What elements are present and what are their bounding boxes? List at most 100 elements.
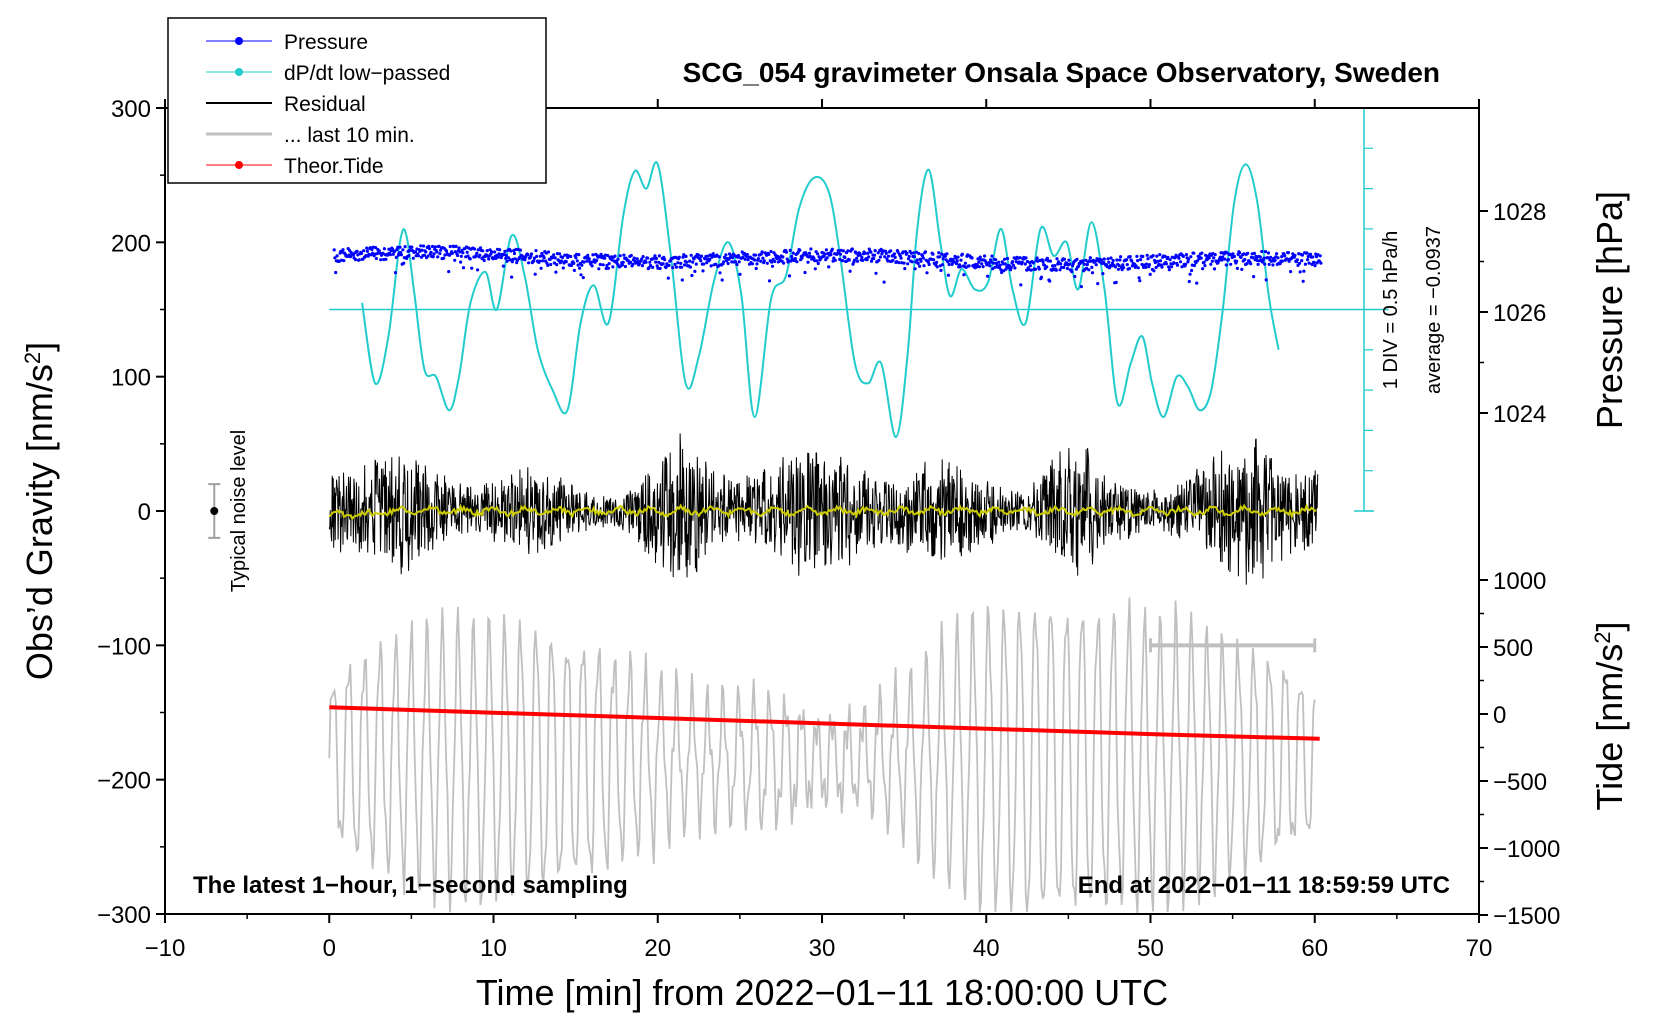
pressure-dot xyxy=(527,261,531,265)
pressure-dot xyxy=(1221,255,1225,259)
pressure-dot xyxy=(436,255,440,259)
pressure-dot xyxy=(1267,262,1271,266)
pressure-dot xyxy=(611,265,615,269)
pressure-dot xyxy=(601,263,605,267)
pressure-dot xyxy=(546,263,550,267)
pressure-dot xyxy=(1082,262,1086,266)
pressure-dot xyxy=(651,265,655,269)
pressure-dot xyxy=(402,261,406,265)
pressure-dot xyxy=(461,266,466,270)
pressure-dot xyxy=(1212,267,1217,271)
pressure-dot xyxy=(1135,254,1139,258)
pressure-dot xyxy=(413,250,418,254)
pressure-dot xyxy=(1266,251,1270,255)
pressure-dot xyxy=(897,261,901,265)
pressure-dot xyxy=(422,244,426,248)
pressure-dot xyxy=(1224,263,1228,267)
pressure-dot xyxy=(552,253,556,257)
pressure-dot xyxy=(823,252,827,256)
pressure-dot xyxy=(940,252,944,256)
pressure-dot xyxy=(1285,257,1289,261)
pressure-dot xyxy=(824,248,829,252)
pressure-dot xyxy=(1009,266,1013,270)
pressure-dot xyxy=(1201,267,1205,271)
pressure-dot xyxy=(1256,262,1260,266)
pressure-dot xyxy=(1037,267,1041,271)
pressure-dot xyxy=(427,247,432,251)
pressure-dot xyxy=(667,263,671,267)
pressure-dot xyxy=(590,264,594,268)
pressure-dot xyxy=(689,253,693,257)
legend: Pressure dP/dt low−passed Residual ... last… xyxy=(167,17,547,184)
pressure-dot xyxy=(485,249,489,253)
pressure-dot xyxy=(701,269,705,273)
pressure-dot xyxy=(410,245,414,249)
pressure-tick-label: 1024 xyxy=(1493,401,1546,428)
pressure-dot xyxy=(978,255,982,259)
pressure-dot xyxy=(411,256,415,260)
pressure-dot xyxy=(572,261,576,265)
pressure-dot xyxy=(529,252,534,256)
pressure-dot xyxy=(510,260,514,264)
pressure-dot xyxy=(1203,264,1207,268)
pressure-dot xyxy=(555,263,559,267)
pressure-dot xyxy=(1220,258,1224,262)
pressure-dot xyxy=(954,262,959,266)
pressure-dot xyxy=(1076,264,1081,268)
pressure-dot xyxy=(784,250,789,254)
pressure-dot xyxy=(618,254,622,258)
pressure-dot xyxy=(365,249,369,253)
pressure-dot xyxy=(1158,259,1163,263)
pressure-dot xyxy=(806,260,810,264)
pressure-dot xyxy=(1311,255,1315,259)
pressure-dot xyxy=(932,258,936,262)
pressure-dot xyxy=(681,255,685,259)
pressure-dot xyxy=(945,252,949,256)
pressure-dot xyxy=(1079,285,1083,289)
pressure-dot xyxy=(538,254,543,258)
pressure-dot xyxy=(848,269,852,273)
pressure-dot xyxy=(512,251,517,256)
pressure-dot xyxy=(351,253,355,257)
pressure-dot xyxy=(916,261,920,265)
pressure-dot xyxy=(1109,256,1113,260)
pressure-dot xyxy=(873,249,877,253)
y-tick-label: 100 xyxy=(111,365,151,392)
pressure-dot xyxy=(1200,251,1204,255)
pressure-dot xyxy=(1213,253,1217,257)
pressure-dot xyxy=(902,261,906,265)
pressure-dot xyxy=(1160,265,1164,269)
pressure-dot xyxy=(1271,263,1275,267)
pressure-dot xyxy=(1020,260,1024,264)
pressure-dot xyxy=(391,247,395,251)
pressure-dot xyxy=(465,250,469,254)
pressure-dot xyxy=(407,254,411,258)
pressure-dot xyxy=(899,256,903,260)
pressure-dot xyxy=(1164,262,1168,266)
pressure-dot xyxy=(654,260,658,264)
pressure-dot xyxy=(457,246,461,250)
pressure-dot xyxy=(1184,262,1188,266)
pressure-dot xyxy=(699,254,704,258)
pressure-dot xyxy=(1246,251,1250,255)
pressure-dot xyxy=(416,254,420,258)
pressure-dot xyxy=(1232,254,1236,259)
pressure-dot xyxy=(1307,261,1311,265)
pressure-dot xyxy=(1177,256,1181,260)
pressure-dot xyxy=(1087,268,1091,272)
dpdt-trace-layer xyxy=(329,161,1389,439)
pressure-dot xyxy=(1266,256,1270,260)
pressure-dot xyxy=(629,260,633,264)
pressure-dots-layer xyxy=(332,244,1323,289)
pressure-dot xyxy=(793,257,798,261)
pressure-dot xyxy=(866,251,870,255)
pressure-dot xyxy=(699,259,703,263)
pressure-dot xyxy=(854,251,858,255)
pressure-dot xyxy=(720,278,724,282)
pressure-dot xyxy=(993,265,997,269)
pressure-dot xyxy=(918,264,922,268)
pressure-dot xyxy=(1275,252,1279,256)
pressure-dot xyxy=(910,260,914,264)
pressure-dot xyxy=(1122,266,1126,270)
pressure-dot xyxy=(1252,275,1256,279)
